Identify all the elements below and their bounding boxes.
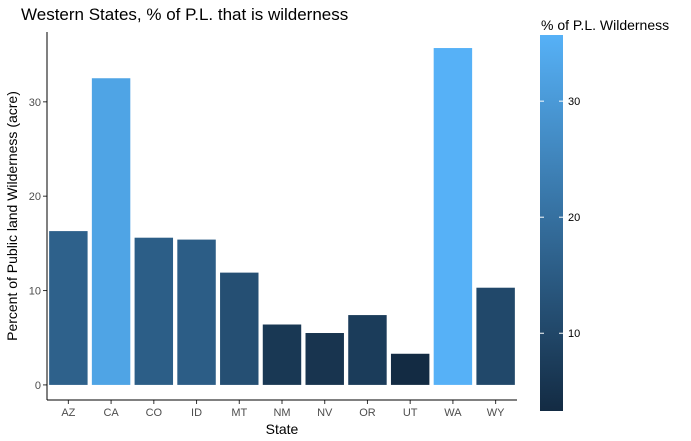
legend-tick-label: 10 [568, 328, 580, 340]
y-axis-title: Percent of Public land Wilderness (acre) [4, 91, 20, 341]
x-tick-label: NV [317, 407, 333, 419]
bar-ca [91, 78, 131, 385]
bar-or [348, 315, 387, 385]
y-tick-label: 30 [29, 97, 41, 109]
x-tick-label: MT [231, 407, 247, 419]
x-tick-label: CO [146, 407, 163, 419]
x-tick-label: UT [403, 407, 418, 419]
y-tick-label: 10 [29, 286, 41, 298]
bar-ut [390, 353, 430, 385]
x-tick-label: ID [191, 407, 202, 419]
bar-mt [220, 272, 259, 385]
legend-ticks: 10 20 30 [540, 96, 580, 340]
bar-az [49, 231, 88, 385]
x-tick-label: OR [359, 407, 376, 419]
bar-nv [305, 333, 344, 385]
bar-wy [476, 287, 515, 385]
legend-tick-label: 20 [568, 212, 580, 224]
x-axis-ticks: AZ CA CO ID MT NM NV OR UT WA WY [61, 400, 505, 419]
bar-id [177, 239, 216, 385]
y-tick-label: 0 [35, 380, 41, 392]
bar-nm [262, 324, 302, 385]
x-axis-title: State [266, 421, 299, 437]
x-tick-label: NM [273, 407, 290, 419]
bars-group [49, 48, 515, 385]
x-tick-label: WY [487, 407, 505, 419]
y-axis-ticks: 0 10 20 30 [29, 97, 47, 392]
x-tick-label: CA [103, 407, 119, 419]
x-tick-label: AZ [61, 407, 75, 419]
bar-wa [433, 48, 473, 385]
x-tick-label: WA [444, 407, 462, 419]
legend-title: % of P.L. Wilderness [541, 17, 669, 33]
bar-co [134, 237, 174, 385]
chart-title: Western States, % of P.L. that is wilder… [21, 5, 348, 24]
y-tick-label: 20 [29, 191, 41, 203]
legend-tick-label: 30 [568, 96, 580, 108]
legend-colorbar [540, 35, 563, 411]
